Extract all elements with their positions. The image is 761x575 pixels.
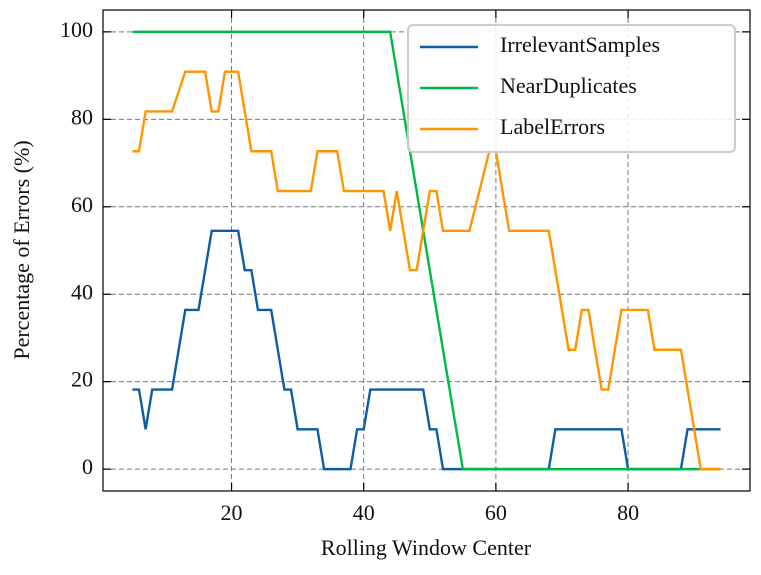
legend-frame — [407, 24, 736, 153]
y-tick-label: 40 — [71, 279, 93, 304]
plot-frame — [102, 9, 751, 492]
y-tick-label: 100 — [60, 17, 93, 42]
x-tick-label: 20 — [221, 500, 243, 525]
series-line — [132, 229, 721, 471]
x-tick-label: 60 — [485, 500, 507, 525]
legend-label: LabelErrors — [500, 114, 605, 139]
y-tick-label: 80 — [71, 104, 93, 129]
legend-label: IrrelevantSamples — [500, 32, 660, 57]
legend: IrrelevantSamples NearDuplicates LabelErro… — [407, 24, 736, 153]
x-tick-label: 40 — [353, 500, 375, 525]
y-tick-label: 20 — [71, 367, 93, 392]
y-tick-label: 0 — [82, 454, 93, 479]
legend-label: NearDuplicates — [500, 73, 637, 98]
series-line — [132, 70, 721, 471]
x-axis-label: Rolling Window Center — [321, 535, 532, 560]
series-line — [132, 30, 721, 471]
x-tick-label: 80 — [617, 500, 639, 525]
y-tick-label: 60 — [71, 192, 93, 217]
y-axis-label: Percentage of Errors (%) — [9, 140, 34, 359]
